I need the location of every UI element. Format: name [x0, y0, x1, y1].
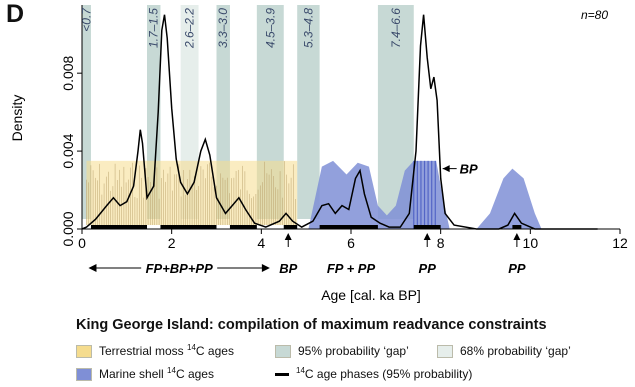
arrow-head [442, 165, 450, 173]
annotation-label: PP [508, 261, 526, 276]
legend-swatch-marine [76, 367, 92, 381]
legend-label-gap95: 95% probability ‘gap’ [298, 344, 409, 358]
y-tick-label: 0.000 [60, 211, 76, 246]
arrow-head [513, 233, 521, 240]
legend-marine: Marine shell 14C ages [76, 367, 214, 381]
arrow-head [423, 233, 431, 240]
legend-swatch-gap95 [275, 344, 291, 358]
phase-bar [319, 225, 378, 229]
x-tick-label: 10 [523, 235, 539, 251]
gap-label: <0.7 [79, 7, 93, 32]
legend-swatch-phases [275, 372, 289, 376]
gap-label: 7.4–6.6 [389, 8, 403, 48]
x-tick-label: 12 [612, 235, 628, 251]
legend-swatch-terrestrial [76, 344, 92, 358]
y-axis-label: Density [9, 95, 25, 142]
x-tick-label: 2 [168, 235, 176, 251]
legend-label-terrestrial: Terrestrial moss 14C ages [99, 343, 234, 359]
gap-label: 1.7–1.5 [147, 8, 161, 48]
phase-bar [283, 225, 298, 229]
x-tick-label: 6 [347, 235, 355, 251]
phase-bar [512, 225, 522, 229]
gap-band [297, 5, 320, 219]
n-label: n=80 [581, 8, 608, 22]
gap-label: 4.5–3.9 [263, 8, 277, 48]
arrow-head [88, 264, 97, 272]
annotation-label: FP + PP [327, 261, 376, 276]
x-axis-label: Age [cal. ka BP] [321, 287, 421, 303]
phase-bar [90, 225, 148, 229]
gap-label: 3.3–3.0 [216, 8, 230, 48]
arrow-head [261, 264, 270, 272]
gap-label: 5.3–4.8 [301, 8, 315, 48]
annotation-label: FP+BP+PP [146, 261, 214, 276]
annotation-label: BP [279, 261, 297, 276]
density-curve [81, 14, 598, 230]
legend-terrestrial: Terrestrial moss 14C ages [76, 344, 234, 358]
phase-bar [413, 225, 441, 229]
legend-gap95: 95% probability ‘gap’ [275, 344, 409, 358]
y-tick-label: 0.008 [60, 55, 76, 90]
panel-letter: D [6, 0, 25, 28]
phase-bar [160, 225, 217, 229]
legend-label-marine: Marine shell 14C ages [99, 366, 214, 382]
density-chart: 0 2 4 6 8 10 12 0.000 0.004 0.008 <0.7 1.7–1.5 3.3… [9, 5, 628, 303]
phase-bar [229, 225, 257, 229]
legend-swatch-gap68 [437, 344, 453, 358]
gap-label: 2.6–2.2 [183, 8, 197, 49]
x-tick-label: 4 [257, 235, 265, 251]
x-tick-label: 0 [78, 235, 86, 251]
annotation-label: PP [419, 261, 437, 276]
x-tick-label: 8 [437, 235, 445, 251]
arrow-head [284, 233, 292, 240]
annotation-label: BP [460, 162, 478, 177]
legend-label-phases: 14C age phases (95% probability) [296, 366, 473, 382]
y-tick-label: 0.004 [60, 133, 76, 168]
legend-phases: 14C age phases (95% probability) [275, 367, 472, 381]
caption-title: King George Island: compilation of maxim… [76, 317, 547, 333]
gap-band [82, 5, 91, 219]
legend-gap68: 68% probability ‘gap’ [437, 344, 571, 358]
legend-label-gap68: 68% probability ‘gap’ [460, 344, 571, 358]
